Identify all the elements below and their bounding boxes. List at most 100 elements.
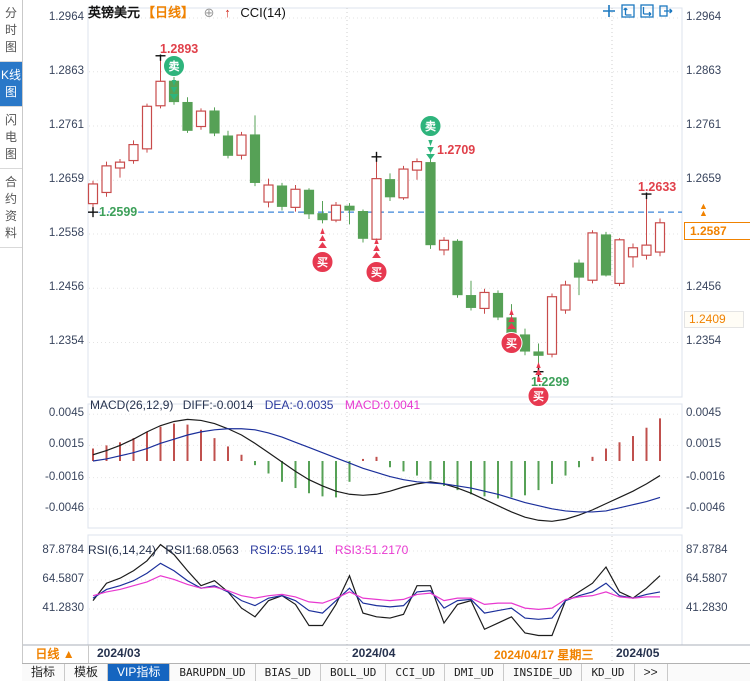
swing-price-label: 1.2633 — [638, 180, 676, 194]
price-tick-label: 1.2354 — [48, 335, 84, 348]
price-tick-label: 1.2354 — [686, 335, 722, 348]
bottom-tab-KD_UD[interactable]: KD_UD — [582, 664, 635, 681]
candle-body — [101, 165, 112, 194]
rsi-panel-header: RSI(6,14,24) RSI1:68.0563 RSI2:55.1941 R… — [88, 543, 408, 557]
buy-signal-marker — [365, 261, 388, 283]
bottom-tab->>[interactable]: >> — [635, 664, 668, 681]
candle-body — [587, 232, 598, 281]
sell-arrow-icon — [170, 87, 178, 93]
macd-diff-value: DIFF:-0.0014 — [182, 398, 254, 412]
swing-price-label: 1.2709 — [437, 143, 475, 157]
candle-body — [384, 179, 396, 198]
add-indicator-icon[interactable]: ⊕ — [203, 5, 215, 20]
left-sidebar: 分时图 K线图 闪电图 合约资料 — [0, 0, 23, 663]
buy-signal-marker — [527, 385, 550, 407]
current-price-badge: 1.2587 — [684, 222, 750, 240]
macd-diff-line — [92, 418, 661, 522]
buy-arrow-icon — [374, 238, 379, 244]
period-arrow-icon: ▲ — [62, 647, 75, 661]
rsi-title: RSI(6,14,24) — [88, 543, 157, 557]
sidebar-tab-3[interactable]: 闪电图 — [0, 107, 22, 169]
buy-arrow-icon — [372, 252, 381, 258]
macd-tick-label: 0.0045 — [48, 407, 84, 420]
macd-tick-label: 0.0045 — [686, 407, 722, 420]
chart-header: 英镑美元 【日线】 ⊕ ↑ CCI(14) — [88, 2, 286, 20]
bottom-tab-BARUPDN_UD[interactable]: BARUPDN_UD — [170, 664, 256, 681]
bottom-tab-VIP指标[interactable]: VIP指标 — [108, 664, 171, 681]
date-label: 2024/05 — [616, 646, 660, 660]
buy-arrow-icon — [509, 309, 514, 315]
candle-body — [654, 222, 666, 253]
period-tag: 【日线】 — [142, 5, 195, 20]
candle-body — [398, 168, 409, 199]
candle-body — [411, 161, 423, 171]
bottom-tab-BOLL_UD[interactable]: BOLL_UD — [321, 664, 387, 681]
sell-signal-marker — [163, 55, 185, 77]
zoom-x-axis-icon[interactable] — [639, 3, 655, 19]
bottom-tab-CCI_UD[interactable]: CCI_UD — [386, 664, 446, 681]
buy-signal-text: 买 — [317, 256, 328, 269]
candle-body — [344, 205, 355, 211]
macd-tick-label: -0.0046 — [44, 501, 84, 514]
bottom-tab-BIAS_UD[interactable]: BIAS_UD — [256, 664, 321, 681]
macd-tick-label: -0.0016 — [686, 470, 726, 483]
candle-body — [330, 204, 342, 221]
bottom-tab-DMI_UD[interactable]: DMI_UD — [445, 664, 504, 681]
sidebar-tab-1[interactable]: 分时图 — [0, 0, 22, 62]
candle-body — [114, 161, 126, 169]
bottom-tab-INSIDE_UD[interactable]: INSIDE_UD — [504, 664, 583, 681]
band-low-badge: 1.2409 — [684, 311, 744, 328]
candle-body — [641, 244, 652, 256]
buy-arrow-icon — [534, 376, 543, 382]
candle-body — [452, 240, 463, 296]
bottom-tab-指标[interactable]: 指标 — [22, 664, 66, 681]
buy-signal-marker — [311, 251, 334, 273]
candle-body — [438, 239, 450, 251]
macd-dea-value: DEA:-0.0035 — [264, 398, 334, 412]
candle-body — [492, 292, 504, 318]
candle-body — [263, 184, 274, 203]
buy-arrow-icon — [535, 369, 542, 375]
symbol-title: 英镑美元 — [88, 5, 141, 20]
rsi-tick-label: 64.5807 — [686, 572, 728, 585]
rsi1-value: RSI1:68.0563 — [165, 543, 239, 557]
candle-body — [573, 262, 585, 278]
rsi3-value: RSI3:51.2170 — [334, 543, 409, 557]
macd-dea-line — [92, 428, 661, 513]
sidebar-tab-4[interactable]: 合约资料 — [0, 169, 22, 248]
candle-body — [546, 296, 558, 355]
buy-arrow-icon — [320, 228, 325, 234]
bottom-tab-模板[interactable]: 模板 — [65, 664, 109, 681]
candle-body — [141, 105, 153, 150]
buy-arrow-icon — [508, 316, 515, 322]
candle-body — [533, 351, 544, 356]
sidebar-tab-2[interactable]: K线图 — [0, 62, 22, 107]
buy-arrow-icon — [536, 362, 541, 368]
candle-body — [425, 162, 436, 246]
sell-arrow-icon — [169, 94, 179, 100]
rsi1-line — [92, 543, 661, 637]
price-tick-label: 1.2456 — [48, 281, 84, 294]
price-tick-label: 1.2863 — [686, 64, 722, 77]
candle-body — [357, 211, 369, 239]
arrow-up-icon: ↑ — [224, 5, 231, 20]
zoom-y-axis-icon[interactable] — [620, 3, 636, 19]
buy-arrow-icon — [373, 245, 380, 251]
period-selector[interactable]: 日线 ▲ — [22, 645, 89, 663]
candle-body — [209, 110, 220, 134]
go-to-latest-icon[interactable] — [658, 3, 674, 19]
candle-body — [128, 143, 139, 162]
rsi-tick-label: 87.8784 — [42, 544, 84, 556]
rsi2-line — [92, 562, 661, 620]
candle-body — [614, 239, 625, 285]
price-tick-label: 1.2456 — [686, 281, 722, 294]
overlay-indicator-label: CCI(14) — [240, 5, 286, 20]
buy-signal-marker — [500, 332, 523, 354]
bottom-tab-bar: 指标 模板 VIP指标 BARUPDN_UD BIAS_UD BOLL_UD CCI_UD D… — [22, 663, 750, 681]
candle-body — [276, 185, 288, 207]
price-tick-label: 1.2964 — [686, 11, 722, 23]
candle-body — [465, 295, 477, 308]
price-tick-label: 1.2863 — [48, 64, 84, 77]
price-tick-label: 1.2659 — [48, 173, 84, 186]
crosshair-icon[interactable] — [601, 3, 617, 19]
